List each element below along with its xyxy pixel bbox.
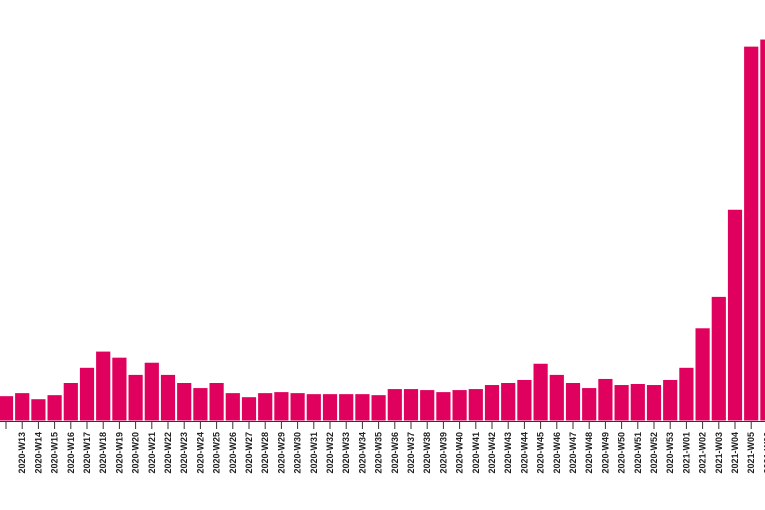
bar-2020-W44 — [516, 378, 533, 422]
bar-2020-W14 — [30, 398, 47, 422]
tick-label-2020-W23: 2020-W23 — [179, 432, 189, 474]
bar-2021-W05 — [743, 45, 760, 422]
tick-label-2020-W39: 2020-W39 — [438, 432, 448, 474]
bar-2021-W04 — [726, 208, 744, 422]
tick-label-2020-W30: 2020-W30 — [293, 432, 303, 474]
tick-label-2020-W31: 2020-W31 — [309, 432, 319, 474]
bar-2020-W13 — [14, 392, 31, 422]
bar-2020-W17 — [78, 366, 96, 422]
x-axis-ticks: 2020-W13 2020-W14 2020-W15 2020-W16 2020-W17… — [5, 422, 765, 474]
tick-label-2020-W25: 2020-W25 — [212, 432, 222, 474]
bar-2020-W39 — [435, 391, 452, 422]
bar-2020-W37 — [402, 388, 420, 422]
bar-2020-W26 — [224, 392, 241, 422]
bar-2020-W51 — [629, 383, 646, 422]
bar-2020-W27 — [240, 396, 258, 422]
tick-label-2020-W38: 2020-W38 — [422, 432, 432, 474]
tick-label-2020-W44: 2020-W44 — [519, 432, 529, 474]
bar-2020-W42 — [483, 384, 501, 422]
tick-label-2020-W36: 2020-W36 — [390, 432, 400, 474]
bar-2020-W33 — [338, 393, 355, 422]
bar-2021-W06 — [759, 38, 765, 422]
bar-2020-W22 — [159, 373, 177, 422]
bar-2020-W30 — [289, 392, 306, 422]
bar-2020-W46 — [548, 373, 565, 422]
tick-label-2020-W19: 2020-W19 — [114, 432, 124, 474]
tick-label-2020-W46: 2020-W46 — [552, 432, 562, 474]
tick-label-2020-W13: 2020-W13 — [17, 432, 27, 474]
bar-2020-W41 — [467, 388, 484, 422]
tick-label-2020-W15: 2020-W15 — [50, 432, 60, 474]
bar-2020-W23 — [176, 382, 193, 422]
tick-label-2020-W45: 2020-W45 — [536, 432, 546, 474]
tick-label-2020-W42: 2020-W42 — [487, 432, 497, 474]
bar-2020-W28 — [257, 392, 274, 422]
tick-label-2020-W34: 2020-W34 — [357, 432, 367, 474]
bar-2020-W24 — [192, 387, 209, 422]
bar-2020-W18 — [95, 350, 112, 422]
bar-2020-W38 — [419, 389, 436, 422]
bar-2020-W12 — [0, 395, 15, 422]
tick-label-2021-W06: 2021-W06 — [762, 432, 765, 474]
tick-label-2020-W32: 2020-W32 — [325, 432, 335, 474]
tick-label-2021-W01: 2021-W01 — [681, 432, 691, 474]
bar-2020-W29 — [273, 391, 290, 422]
tick-label-2020-W14: 2020-W14 — [33, 432, 43, 474]
bar-2020-W43 — [500, 382, 517, 422]
bar-2020-W19 — [111, 356, 128, 422]
bar-2020-W52 — [645, 384, 663, 422]
tick-label-2020-W17: 2020-W17 — [82, 432, 92, 474]
tick-label-2021-W05: 2021-W05 — [746, 432, 756, 474]
tick-label-2020-W51: 2020-W51 — [633, 432, 643, 474]
tick-label-2020-W48: 2020-W48 — [584, 432, 594, 474]
tick-label-2020-W20: 2020-W20 — [131, 432, 141, 474]
tick-label-2020-W41: 2020-W41 — [471, 432, 481, 474]
tick-label-2020-W28: 2020-W28 — [260, 432, 270, 474]
bar-2020-W15 — [46, 394, 63, 422]
bar-2021-W01 — [678, 366, 695, 422]
bar-2020-W48 — [581, 387, 598, 422]
tick-label-2020-W22: 2020-W22 — [163, 432, 173, 474]
tick-label-2020-W21: 2020-W21 — [147, 432, 157, 474]
bar-2020-W50 — [613, 384, 630, 422]
tick-label-2020-W26: 2020-W26 — [228, 432, 238, 474]
bar-2020-W35 — [370, 394, 387, 422]
tick-label-2021-W03: 2021-W03 — [714, 432, 724, 474]
tick-label-2020-W49: 2020-W49 — [600, 432, 610, 474]
tick-label-2020-W35: 2020-W35 — [374, 432, 384, 474]
bar-2020-W40 — [451, 389, 468, 422]
tick-label-2020-W53: 2020-W53 — [665, 432, 675, 474]
bar-2020-W20 — [127, 373, 144, 422]
tick-label-2020-W40: 2020-W40 — [455, 432, 465, 474]
tick-label-2021-W02: 2021-W02 — [698, 432, 708, 474]
bar-2020-W34 — [354, 393, 371, 422]
tick-label-2020-W50: 2020-W50 — [617, 432, 627, 474]
tick-label-2020-W29: 2020-W29 — [276, 432, 286, 474]
tick-label-2020-W37: 2020-W37 — [406, 432, 416, 474]
tick-label-2020-W18: 2020-W18 — [98, 432, 108, 474]
bar-2020-W25 — [208, 382, 225, 422]
bar-2020-W32 — [321, 393, 339, 422]
tick-label-2020-W33: 2020-W33 — [341, 432, 351, 474]
tick-label-2020-W27: 2020-W27 — [244, 432, 254, 474]
bar-2020-W21 — [143, 361, 160, 422]
bars-group — [0, 38, 765, 422]
bar-2021-W03 — [710, 295, 727, 422]
tick-label-2021-W04: 2021-W04 — [730, 432, 740, 474]
tick-label-2020-W16: 2020-W16 — [66, 432, 76, 474]
bar-2020-W36 — [386, 388, 403, 422]
bar-2021-W02 — [694, 327, 711, 422]
tick-label-2020-W52: 2020-W52 — [649, 432, 659, 474]
tick-label-2020-W24: 2020-W24 — [195, 432, 205, 474]
bar-2020-W31 — [305, 393, 322, 422]
bar-2020-W16 — [62, 382, 79, 422]
bar-2020-W49 — [597, 377, 614, 422]
bar-2020-W45 — [532, 362, 549, 422]
tick-label-2020-W47: 2020-W47 — [568, 432, 578, 474]
tick-label-2020-W43: 2020-W43 — [503, 432, 513, 474]
bar-2020-W53 — [662, 378, 679, 422]
bar-2020-W47 — [564, 382, 582, 422]
